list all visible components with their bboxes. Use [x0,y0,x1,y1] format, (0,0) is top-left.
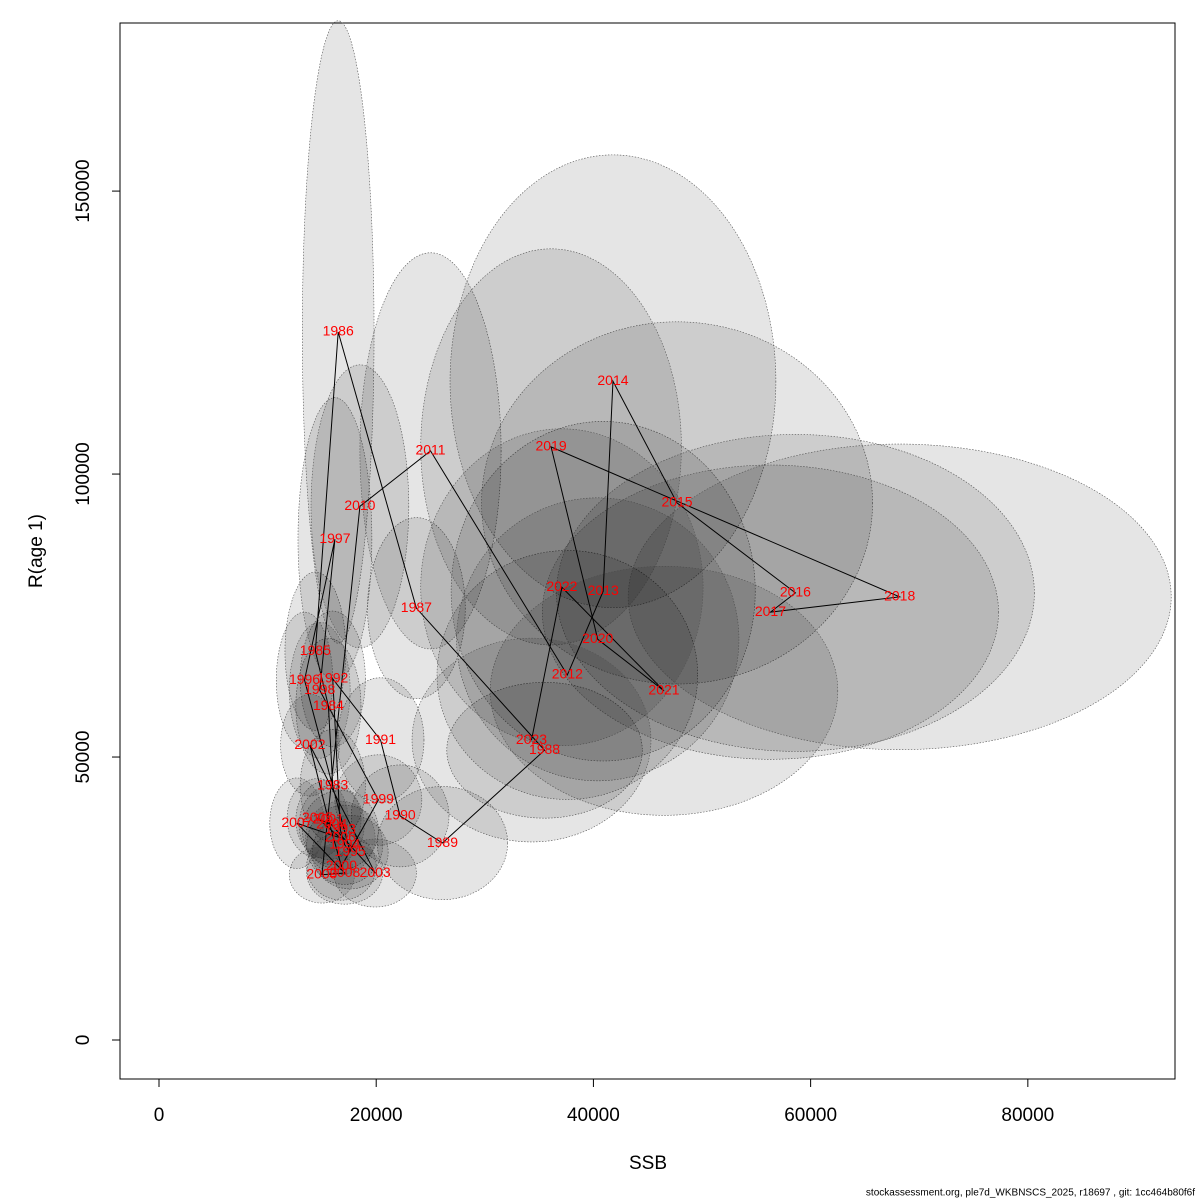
point-label: 2009 [306,865,337,881]
point-label: 2000 [326,857,357,873]
point-label: 1986 [323,323,354,339]
point-label: 1990 [385,807,416,823]
point-label: 2006 [325,829,356,845]
x-axis-title: SSB [629,1153,667,1174]
point-label: 1989 [427,834,458,850]
point-label: 1998 [304,681,335,697]
y-tick-label: 100000 [73,442,94,505]
point-label: 2013 [588,582,619,598]
point-label: 1988 [529,741,560,757]
point-label: 1993 [325,821,356,837]
point-label: 2022 [546,578,577,594]
y-tick-label: 50000 [73,731,94,784]
point-label: 2005 [302,809,333,825]
point-label: 1984 [313,697,344,713]
point-label: 2021 [648,682,679,698]
footer: stockassessment.org, ple7d_WKBNSCS_2025,… [866,1188,1195,1199]
point-label: 2004 [316,816,347,832]
point-label: 2014 [597,372,628,388]
point-label: 2023 [516,731,547,747]
point-label: 2001 [313,811,344,827]
point-label: 2002 [294,736,325,752]
point-label: 2010 [344,497,375,513]
point-label: 1997 [319,530,350,546]
x-tick-label: 80000 [1001,1105,1054,1126]
x-tick-label: 40000 [567,1105,620,1126]
point-label: 1987 [401,599,432,615]
point-label: 2007 [281,814,312,830]
point-label: 2018 [884,588,915,604]
point-label: 2003 [360,864,391,880]
point-label: 2016 [780,584,811,600]
x-tick-label: 0 [154,1105,165,1126]
point-label: 2017 [755,603,786,619]
point-label: 1995 [335,843,366,859]
x-tick-label: 20000 [350,1105,403,1126]
point-label: 1985 [300,642,331,658]
point-label: 1983 [317,777,348,793]
point-label: 2008 [329,864,360,880]
point-label: 1994 [329,835,360,851]
trajectory-line [296,331,902,876]
point-label: 1991 [365,731,396,747]
point-label: 2012 [552,666,583,682]
point-label: 1992 [317,670,348,686]
x-tick-label: 60000 [784,1105,837,1126]
point-label: 2015 [661,494,692,510]
point-label: 2011 [415,442,445,458]
y-axis-title: R(age 1) [26,514,47,588]
point-label: 1996 [289,671,320,687]
y-tick-label: 150000 [73,159,94,222]
point-label: 1999 [363,791,394,807]
point-label: 2019 [535,438,566,454]
y-tick-label: 0 [73,1035,94,1046]
point-label: 2020 [582,630,613,646]
